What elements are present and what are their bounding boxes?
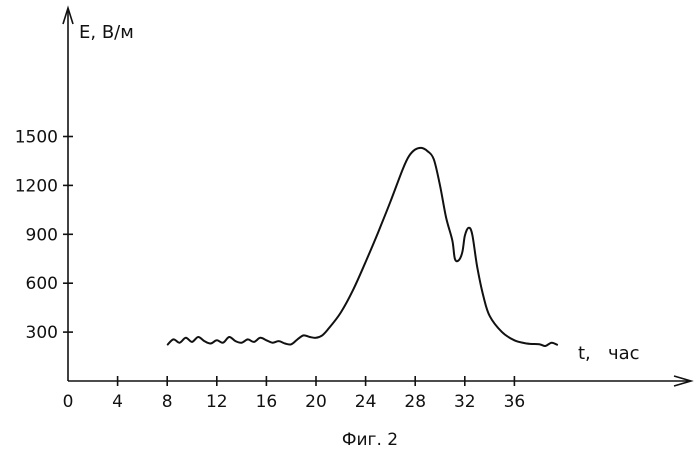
x-tick-label: 16 [256,392,278,412]
tick-labels: 0 4 8 12 16 20 24 28 32 36 300 600 900 1200 1500 [15,128,525,413]
x-tick-label: 28 [404,392,426,412]
x-tick-label: 20 [305,392,327,412]
figure-caption: Фиг. 2 [342,430,398,450]
axes [63,8,691,386]
y-tick-label: 600 [26,274,58,294]
y-tick-label: 1200 [15,176,58,196]
x-tick-label: 24 [355,392,377,412]
y-axis-label: E, В/м [79,22,134,43]
x-tick-label: 8 [162,392,173,412]
x-axis-label: t, час [578,343,640,364]
data-curve [167,148,558,346]
x-tick-label: 0 [63,392,74,412]
x-tick-label: 4 [112,392,123,412]
x-tick-label: 12 [206,392,228,412]
x-tick-label: 32 [454,392,476,412]
tick-marks [63,137,514,387]
y-tick-label: 300 [26,323,58,343]
y-tick-label: 1500 [15,128,58,148]
x-tick-label: 36 [504,392,526,412]
y-tick-label: 900 [26,225,58,245]
